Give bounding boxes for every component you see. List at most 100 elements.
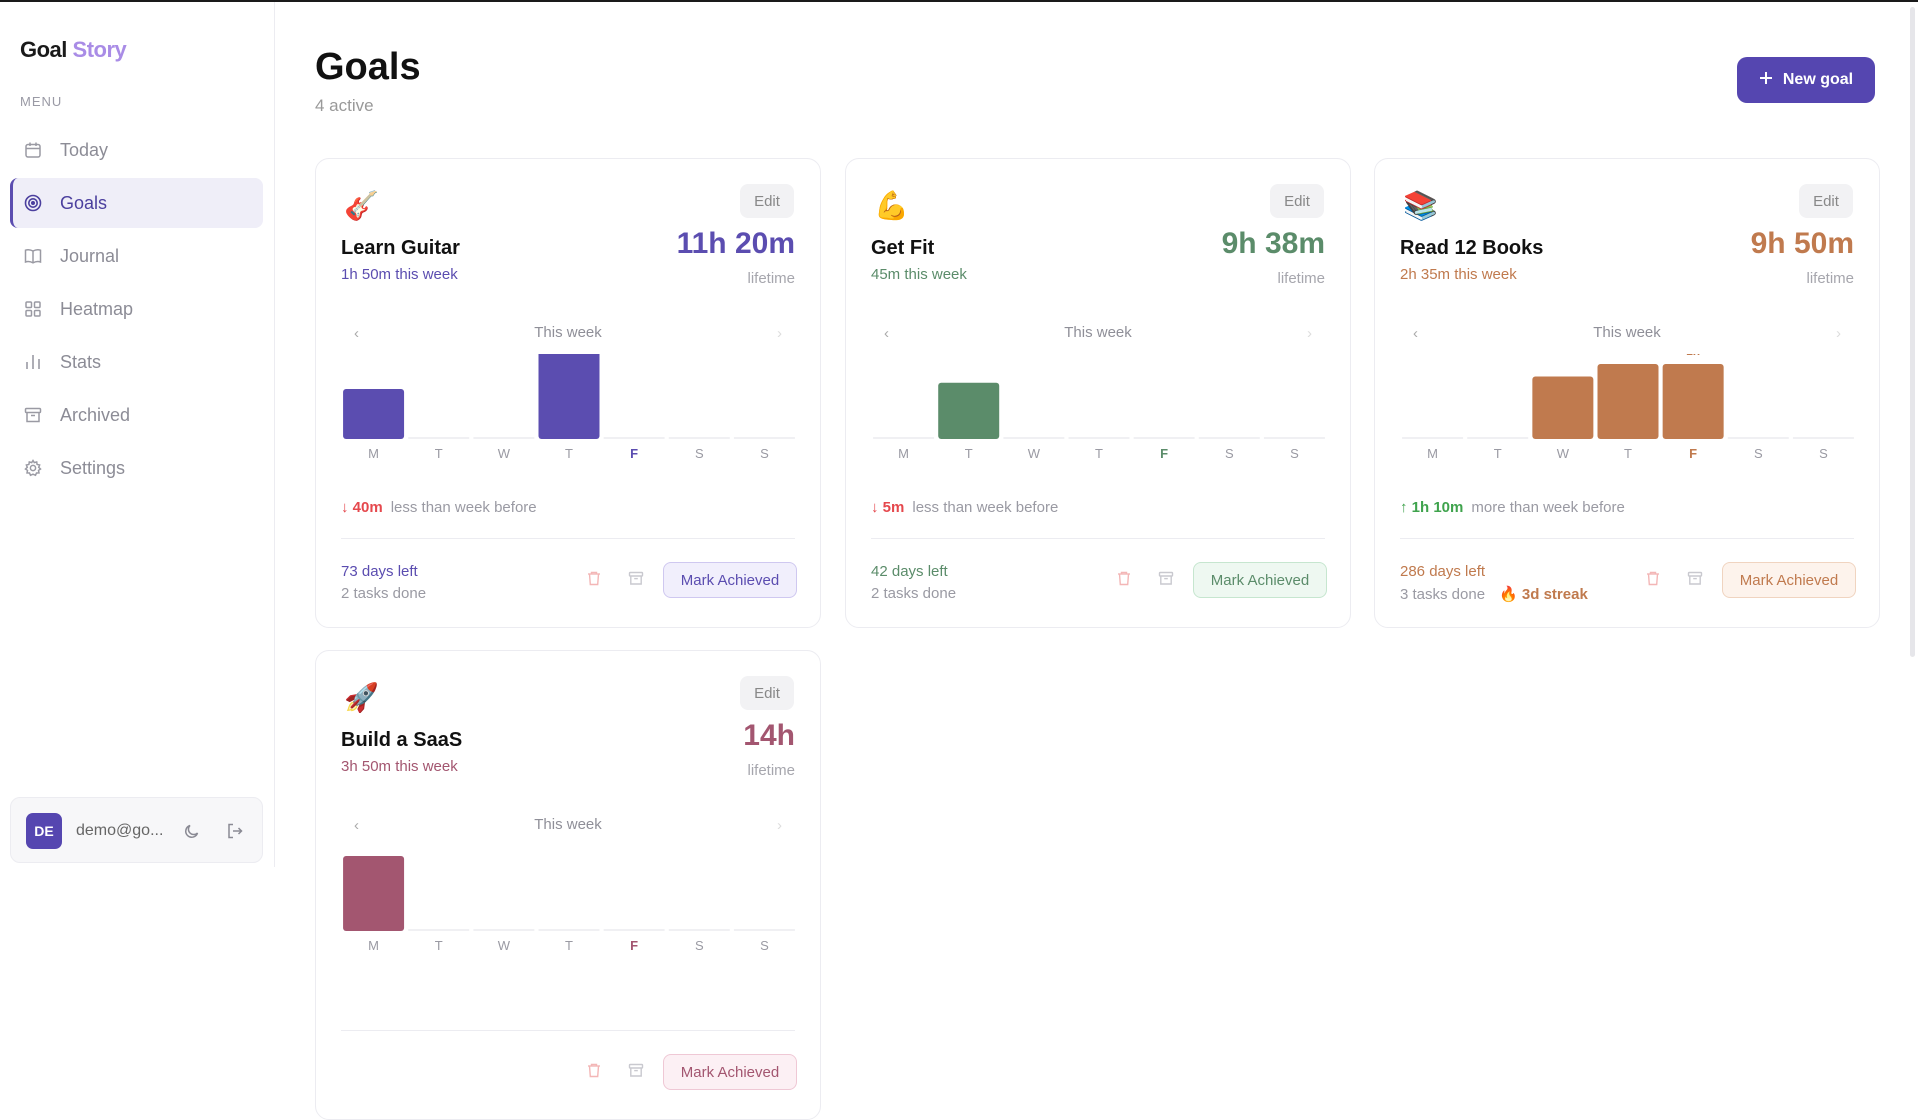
- sidebar-item-label: Archived: [60, 404, 131, 425]
- tasks-done-text: 2 tasks done: [341, 585, 427, 602]
- trash-icon[interactable]: [586, 570, 602, 591]
- goal-card: 🚀 Edit Build a SaaS 3h 50m this week 14h…: [315, 650, 821, 1120]
- prev-week-button[interactable]: ‹: [354, 817, 359, 834]
- chart-bar-empty: [1727, 437, 1789, 439]
- sidebar-item-label: Heatmap: [60, 298, 134, 319]
- day-label: F: [630, 938, 638, 951]
- day-label: T: [1494, 446, 1502, 459]
- chart-bar-empty: [473, 437, 535, 439]
- mark-achieved-button[interactable]: Mark Achieved: [663, 562, 797, 598]
- sidebar-item-label: Stats: [60, 351, 102, 372]
- book-icon: [24, 247, 42, 265]
- day-label: W: [1557, 446, 1570, 459]
- scrollbar[interactable]: [1910, 7, 1915, 657]
- lifetime-label: lifetime: [1806, 270, 1854, 287]
- app-logo[interactable]: Goal Story: [20, 37, 127, 63]
- delta-value: ↓ 40m: [341, 499, 383, 516]
- sidebar-item-archived[interactable]: Archived: [10, 390, 263, 440]
- delta-text: less than week before: [390, 499, 537, 516]
- card-divider: [871, 538, 1325, 539]
- chart-bar-empty: [733, 437, 795, 439]
- moon-icon[interactable]: [183, 822, 201, 845]
- edit-button[interactable]: Edit: [1270, 184, 1324, 218]
- lifetime-label: lifetime: [747, 270, 795, 287]
- day-label: M: [368, 446, 379, 459]
- logout-icon[interactable]: [226, 822, 244, 845]
- sidebar-item-label: Goals: [60, 192, 108, 213]
- gear-icon: [24, 459, 42, 477]
- sidebar-item-today[interactable]: Today: [10, 125, 263, 175]
- chart-bar-empty: [603, 929, 665, 931]
- archive-icon[interactable]: [1158, 570, 1174, 591]
- lifetime-total: 9h 38m: [1221, 227, 1325, 260]
- week-label: This week: [1593, 324, 1661, 341]
- card-divider: [341, 1030, 795, 1031]
- day-label: T: [435, 938, 443, 951]
- sidebar-item-stats[interactable]: Stats: [10, 337, 263, 387]
- sidebar-item-label: Journal: [60, 245, 120, 266]
- day-label: S: [760, 446, 769, 459]
- next-week-button[interactable]: ›: [1836, 325, 1841, 342]
- chart-bar: [538, 354, 600, 439]
- day-label: T: [565, 446, 573, 459]
- archive-icon[interactable]: [628, 1062, 644, 1083]
- archive-icon[interactable]: [628, 570, 644, 591]
- sidebar-item-goals[interactable]: Goals: [10, 178, 263, 228]
- mark-achieved-button[interactable]: Mark Achieved: [1193, 562, 1327, 598]
- mark-achieved-button[interactable]: Mark Achieved: [663, 1054, 797, 1090]
- edit-button[interactable]: Edit: [1799, 184, 1853, 218]
- day-label: S: [695, 938, 704, 951]
- avatar[interactable]: DE: [26, 813, 62, 849]
- menu-label: MENU: [20, 94, 63, 109]
- goal-emoji-icon: 🚀: [344, 682, 379, 713]
- day-label: T: [1095, 446, 1103, 459]
- new-goal-button[interactable]: New goal: [1737, 57, 1875, 103]
- chart-bar-empty: [1402, 437, 1464, 439]
- weekly-bar-chart: M T W T F 1h S S: [1402, 354, 1854, 459]
- user-panel: DE demo@go...: [10, 797, 263, 863]
- chart-bar-empty: [1198, 437, 1260, 439]
- day-label: W: [1028, 446, 1041, 459]
- week-delta: ↓ 5m less than week before: [871, 499, 1058, 516]
- this-week-time: 2h 35m this week: [1400, 266, 1517, 283]
- edit-button[interactable]: Edit: [740, 676, 794, 710]
- tasks-done-text: 3 tasks done: [1400, 586, 1486, 603]
- trash-icon[interactable]: [586, 1062, 602, 1083]
- edit-button[interactable]: Edit: [740, 184, 794, 218]
- target-icon: [24, 194, 42, 212]
- lifetime-label: lifetime: [1277, 270, 1325, 287]
- prev-week-button[interactable]: ‹: [1413, 325, 1418, 342]
- streak-badge: 🔥 3d streak: [1499, 586, 1588, 603]
- archive-icon[interactable]: [1687, 570, 1703, 591]
- sidebar-item-settings[interactable]: Settings: [10, 443, 263, 493]
- next-week-button[interactable]: ›: [777, 817, 782, 834]
- archive-icon: [24, 406, 42, 424]
- chart-bar-empty: [408, 437, 470, 439]
- week-label: This week: [534, 324, 602, 341]
- chart-bar: [1662, 364, 1724, 439]
- goal-title: Get Fit: [871, 237, 935, 259]
- chart-bar: [938, 382, 1000, 439]
- trash-icon[interactable]: [1645, 570, 1661, 591]
- day-label: T: [435, 446, 443, 459]
- week-label: This week: [534, 816, 602, 833]
- bar-chart-icon: [24, 353, 42, 371]
- sidebar-item-heatmap[interactable]: Heatmap: [10, 284, 263, 334]
- sidebar-item-journal[interactable]: Journal: [10, 231, 263, 281]
- next-week-button[interactable]: ›: [777, 325, 782, 342]
- chart-bar-empty: [473, 929, 535, 931]
- new-goal-label: New goal: [1782, 71, 1854, 88]
- chart-bar-empty: [873, 437, 935, 439]
- next-week-button[interactable]: ›: [1307, 325, 1312, 342]
- goal-emoji-icon: 🎸: [344, 190, 379, 221]
- chart-bar: [1532, 376, 1594, 439]
- chart-bar: [343, 856, 405, 931]
- trash-icon[interactable]: [1116, 570, 1132, 591]
- tasks-done: 2 tasks done: [871, 585, 970, 602]
- day-label: S: [1754, 446, 1763, 459]
- prev-week-button[interactable]: ‹: [354, 325, 359, 342]
- sidebar-item-label: Settings: [60, 457, 126, 478]
- prev-week-button[interactable]: ‹: [884, 325, 889, 342]
- mark-achieved-button[interactable]: Mark Achieved: [1722, 562, 1856, 598]
